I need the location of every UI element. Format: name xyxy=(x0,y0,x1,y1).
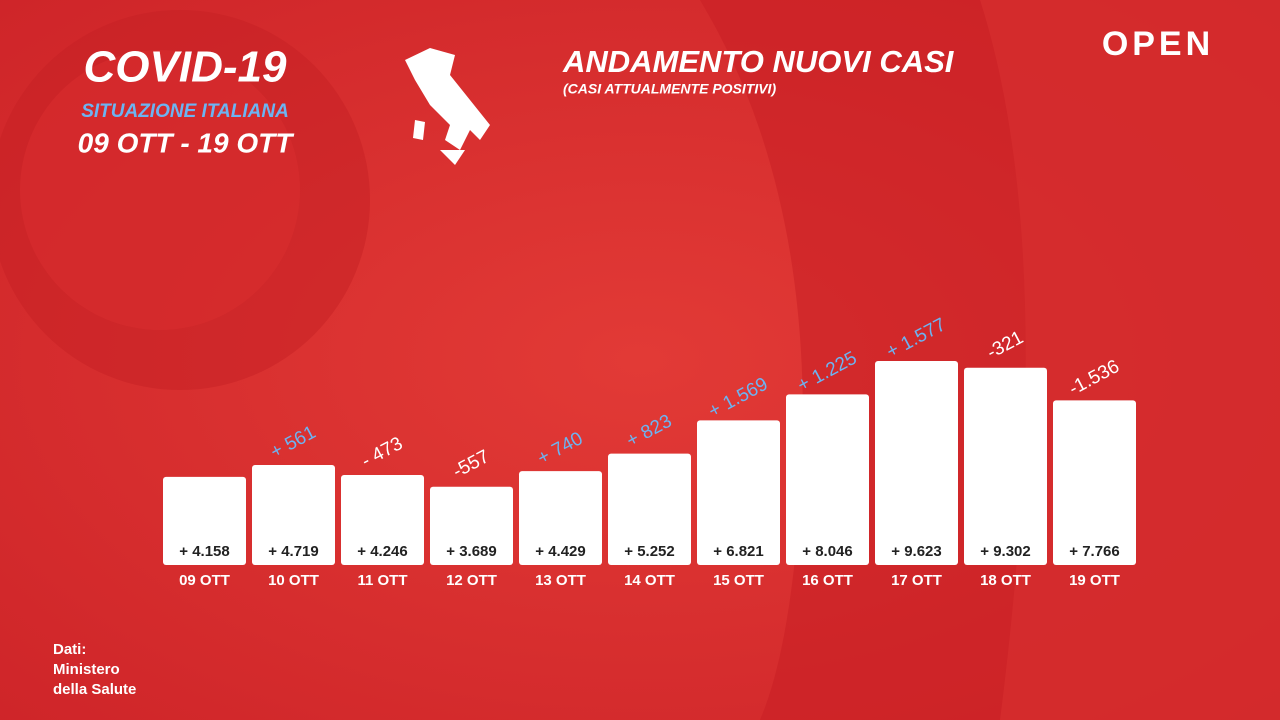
value-label: + 7.766 xyxy=(1069,543,1119,560)
chart-title: ANDAMENTO NUOVI CASI xyxy=(562,44,955,79)
source: Dati: xyxy=(53,641,86,658)
bar xyxy=(163,476,246,565)
x-tick-label: 15 OTT xyxy=(713,572,764,589)
title: COVID-19 xyxy=(84,43,287,92)
x-tick-label: 11 OTT xyxy=(357,572,407,589)
value-label: + 3.689 xyxy=(446,543,496,560)
x-tick-label: 10 OTT xyxy=(268,572,319,589)
source: Ministero xyxy=(53,661,120,678)
bar xyxy=(430,486,513,565)
x-tick-label: 12 OTT xyxy=(446,572,497,589)
bar xyxy=(786,394,869,565)
source: della Salute xyxy=(53,681,136,698)
x-tick-label: 17 OTT xyxy=(891,572,942,589)
value-label: + 4.429 xyxy=(535,543,585,560)
value-label: + 4.719 xyxy=(268,543,318,560)
x-tick-label: 16 OTT xyxy=(802,572,853,589)
value-label: + 4.246 xyxy=(357,543,407,560)
bar xyxy=(697,420,780,565)
subtitle: SITUAZIONE ITALIANA xyxy=(81,101,289,122)
value-label: + 9.623 xyxy=(891,543,941,560)
value-label: + 4.158 xyxy=(179,543,229,560)
value-label: + 9.302 xyxy=(980,543,1030,560)
bar xyxy=(252,464,335,565)
x-tick-label: 14 OTT xyxy=(624,572,675,589)
period: 09 OTT - 19 OTT xyxy=(78,127,296,158)
bar xyxy=(964,367,1047,565)
italy-map xyxy=(405,48,490,165)
bar xyxy=(875,360,958,565)
bar xyxy=(341,474,424,565)
logo: OPEN xyxy=(1102,25,1214,63)
chart-subtitle: (CASI ATTUALMENTE POSITIVI) xyxy=(563,81,776,97)
bar xyxy=(519,471,602,565)
x-tick-label: 18 OTT xyxy=(980,572,1031,589)
bar xyxy=(608,453,691,565)
bar xyxy=(1053,400,1136,565)
x-tick-label: 13 OTT xyxy=(535,572,586,589)
value-label: + 8.046 xyxy=(802,543,852,560)
value-label: + 6.821 xyxy=(713,543,763,560)
x-tick-label: 09 OTT xyxy=(179,572,230,589)
x-tick-label: 19 OTT xyxy=(1069,572,1120,589)
decor xyxy=(20,50,300,330)
value-label: + 5.252 xyxy=(624,543,674,560)
